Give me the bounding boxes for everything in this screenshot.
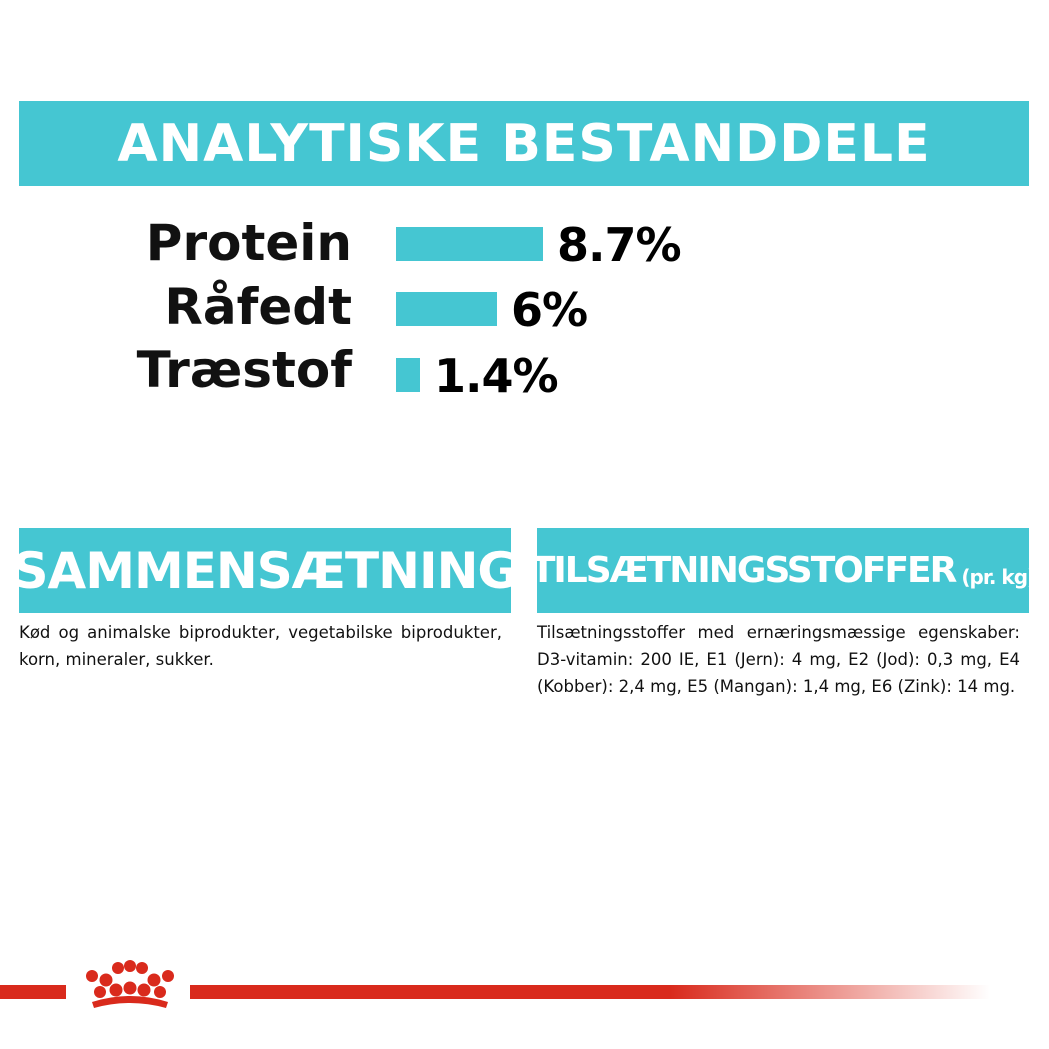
nutrient-bar-fiber — [396, 358, 420, 392]
composition-text: Kød og animalske biprodukter, vegetabils… — [19, 623, 502, 669]
analytical-constituents-banner: ANALYTISKE BESTANDDELE — [19, 101, 1029, 186]
nutrient-label-fiber: Træstof — [136, 341, 352, 399]
additives-banner: TILSÆTNINGSSTOFFER (pr. kg) — [537, 528, 1029, 613]
nutrient-label-fat: Råfedt — [164, 278, 352, 336]
nutrient-value-fiber: 1.4% — [434, 349, 559, 403]
nutrient-value-protein: 8.7% — [557, 218, 682, 272]
brand-line-left — [0, 985, 66, 999]
nutrient-label-protein: Protein — [145, 214, 352, 272]
royal-canin-crown-icon — [86, 960, 174, 1008]
composition-title: SAMMENSÆTNING — [19, 541, 511, 600]
nutrient-value-fat: 6% — [511, 283, 588, 337]
additives-title: TILSÆTNINGSSTOFFER — [537, 550, 957, 591]
brand-line-right — [190, 985, 990, 999]
nutrient-bar-fat — [396, 292, 497, 326]
analytical-constituents-title: ANALYTISKE BESTANDDELE — [117, 113, 931, 174]
additives-unit: (pr. kg) — [961, 564, 1029, 589]
composition-banner: SAMMENSÆTNING — [19, 528, 511, 613]
additives-text: Tilsætningsstoffer med ernæringsmæssige … — [537, 623, 1020, 696]
nutrient-bar-protein — [396, 227, 543, 261]
